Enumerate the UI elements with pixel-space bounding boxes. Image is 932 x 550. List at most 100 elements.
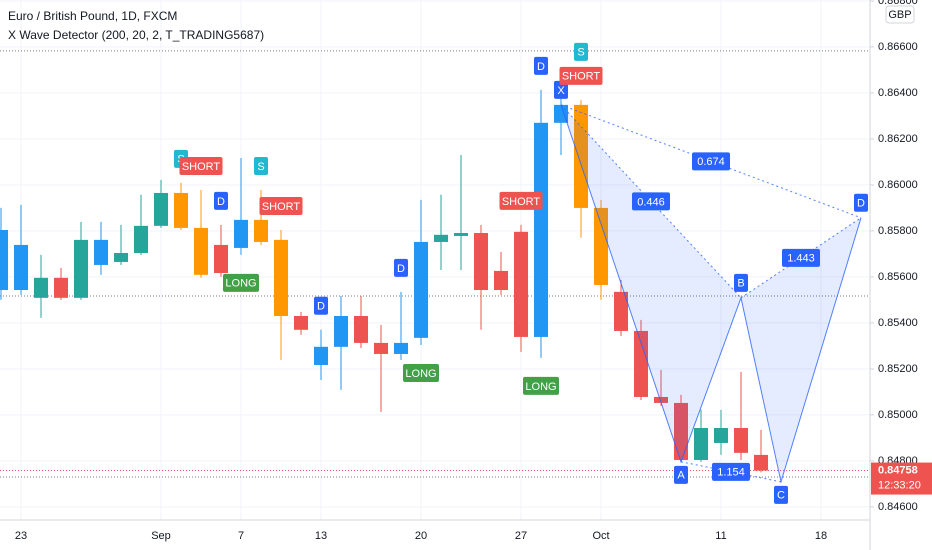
pattern-area	[741, 217, 861, 482]
candle-body	[334, 316, 348, 347]
candle-body	[494, 270, 508, 291]
candle-body	[14, 244, 28, 291]
signal-label: LONG	[525, 381, 556, 393]
signal-label: SHORT	[182, 161, 221, 173]
candle-body	[34, 277, 48, 298]
x-tick-label: 13	[315, 530, 327, 542]
last-price-box	[871, 462, 932, 495]
ratio-box	[692, 152, 730, 171]
ratio-label: 1.154	[717, 467, 745, 479]
pattern-point-box	[774, 485, 788, 504]
axes: 0.846000.848000.850000.852000.854000.856…	[15, 0, 932, 542]
signal-box	[559, 66, 603, 85]
candle-body	[374, 342, 388, 354]
pattern-point-label: X	[557, 85, 565, 97]
pattern-area	[561, 104, 741, 462]
candle-body	[134, 225, 148, 253]
candle-body	[534, 122, 548, 337]
signal-box	[254, 156, 268, 175]
ratio-box	[632, 192, 670, 211]
y-tick-label: 0.85800	[878, 225, 918, 237]
signal-label: LONG	[405, 368, 436, 380]
signal-box	[403, 363, 439, 382]
signal-label: S	[577, 47, 584, 59]
ratio-label: 0.446	[637, 196, 665, 208]
signal-label: SHORT	[562, 71, 601, 83]
candle-body	[94, 239, 108, 265]
y-tick-label: 0.86200	[878, 133, 918, 145]
pattern-point-label: B	[737, 278, 744, 290]
signal-box	[214, 191, 228, 210]
signal-box	[259, 196, 303, 215]
ratio-label: 1.443	[787, 253, 815, 265]
ratio-box	[712, 462, 750, 481]
candle-body	[434, 234, 448, 242]
candle-body	[0, 229, 8, 291]
x-tick-label: 20	[415, 530, 427, 542]
y-tick-label: 0.86600	[878, 41, 918, 53]
countdown-label: 12:33:20	[878, 479, 921, 491]
y-tick-label: 0.84600	[878, 501, 918, 513]
candle-body	[314, 346, 328, 365]
pattern-point-label: A	[677, 470, 685, 482]
candle-body	[354, 316, 368, 343]
candle-body	[234, 219, 248, 248]
x-tick-label: 27	[515, 530, 527, 542]
y-tick-label: 0.86000	[878, 179, 918, 191]
y-tick-label: 0.85200	[878, 363, 918, 375]
ratio-label: 0.674	[697, 156, 725, 168]
candle-body	[214, 244, 228, 273]
currency-label: GBP	[888, 9, 911, 21]
chart-title: Euro / British Pound, 1D, FXCM	[8, 9, 177, 23]
candle-body	[634, 330, 648, 397]
pattern-point-box	[734, 273, 748, 292]
y-tick-label: 0.85400	[878, 317, 918, 329]
pattern-point-box	[554, 80, 568, 99]
candle-body	[54, 277, 68, 298]
candle-body	[294, 316, 308, 330]
candle-body	[514, 231, 528, 337]
signal-box	[223, 273, 259, 292]
y-tick-label: 0.85000	[878, 409, 918, 421]
signal-box	[179, 156, 223, 175]
x-tick-label: 18	[815, 530, 827, 542]
candle-body	[114, 252, 128, 262]
candle-body	[74, 239, 88, 298]
signal-label: D	[397, 263, 405, 275]
signal-box	[394, 258, 408, 277]
signal-label: S	[257, 161, 264, 173]
candle-body	[154, 192, 168, 226]
candle-body	[474, 232, 488, 291]
signal-label: D	[537, 61, 545, 73]
signal-label: SHORT	[502, 196, 541, 208]
currency-box	[885, 5, 915, 24]
candle-body	[194, 227, 208, 275]
candle-body	[754, 454, 768, 471]
signal-box	[314, 296, 328, 315]
y-tick-label: 0.85600	[878, 271, 918, 283]
candle-body	[714, 428, 728, 443]
candle-body	[614, 291, 628, 331]
candle-body	[574, 104, 588, 208]
ratio-box	[782, 248, 820, 267]
signal-box	[534, 56, 548, 75]
signal-label: D	[217, 196, 225, 208]
last-price-label: 0.84758	[878, 464, 918, 476]
candle-body	[274, 239, 288, 317]
signal-label: SHORT	[262, 201, 301, 213]
candle-body	[174, 192, 188, 228]
signal-label: D	[317, 301, 325, 313]
candle-body	[454, 232, 468, 236]
x-tick-label: Oct	[592, 530, 609, 542]
candle-body	[654, 396, 668, 403]
x-tick-label: 23	[15, 530, 27, 542]
candle-body	[394, 342, 408, 354]
signal-box	[499, 191, 543, 210]
ratio-line	[740, 217, 862, 299]
pattern-point-box	[674, 465, 688, 484]
y-tick-label: 0.86400	[878, 87, 918, 99]
candle-body	[674, 402, 688, 460]
plot-area: 0.446 0.674 1.443 1.154 X A B C D S SHORT D LONG S SHO…	[0, 42, 868, 504]
signal-box	[574, 42, 588, 61]
